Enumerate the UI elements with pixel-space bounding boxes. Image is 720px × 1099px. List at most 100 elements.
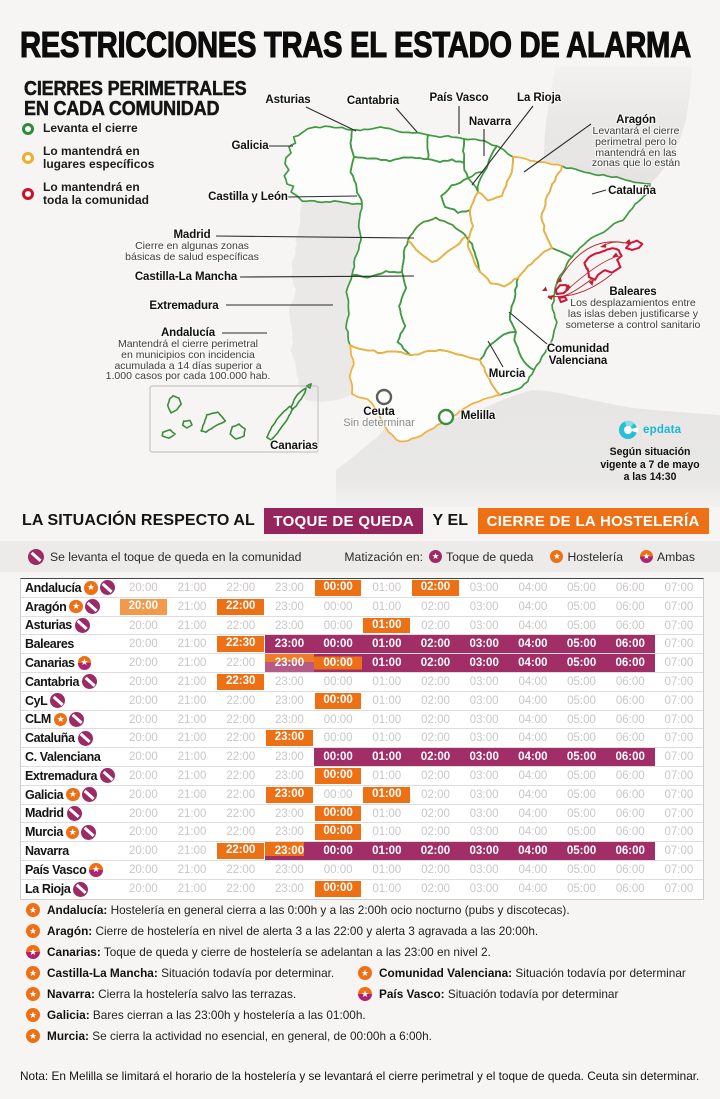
row-label: Andalucía ★ bbox=[21, 580, 119, 596]
time-cell-value: 07:00 bbox=[664, 638, 694, 651]
time-cell-value: 21:00 bbox=[177, 732, 207, 745]
region-aragon bbox=[466, 156, 563, 288]
time-cell-value: 23:00 bbox=[266, 730, 313, 747]
time-cell-value: 00:00 bbox=[323, 845, 353, 858]
community-name: Cantabria bbox=[25, 674, 80, 689]
time-cell: 02:00 bbox=[411, 729, 460, 747]
time-cell: 06:00 bbox=[606, 823, 655, 841]
time-cell: 22:30 bbox=[216, 673, 265, 691]
community-name: CLM bbox=[25, 712, 51, 727]
star-orange-icon: ★ bbox=[26, 966, 40, 980]
time-cell-value: 07:00 bbox=[664, 807, 694, 820]
map-label-name: Murcia bbox=[488, 368, 526, 380]
time-cell-value: 07:00 bbox=[664, 826, 694, 839]
community-name: Cataluña bbox=[25, 731, 75, 746]
map-label-line-15 bbox=[487, 340, 504, 368]
table-row-Canarias: Canarias ★ 20:00 21:00 22:00 23:00 00:00 01:00 0… bbox=[21, 654, 703, 673]
map-label-ceuta: Ceuta Sin determinar bbox=[343, 406, 415, 429]
footnote-row-5: ★ Navarra: Cierra la hostelería salvo las… bbox=[26, 987, 706, 1008]
map-legend-label: Lo mantendrá en toda la comunidad bbox=[43, 179, 150, 207]
time-cell-value: 05:00 bbox=[567, 769, 596, 782]
time-cell-value: 05:00 bbox=[566, 845, 597, 858]
star-both-icon: ★ bbox=[89, 863, 103, 877]
time-cell-value: 22:00 bbox=[226, 694, 256, 707]
time-cell-value: 06:00 bbox=[615, 826, 645, 839]
time-cell-value: 03:00 bbox=[469, 826, 499, 839]
time-cell: 06:00 bbox=[606, 767, 655, 785]
region-extremadura bbox=[345, 270, 411, 356]
time-cell: 01:00 bbox=[362, 673, 411, 691]
time-cell-value: 00:00 bbox=[323, 638, 353, 651]
banner-mid: Y EL bbox=[432, 512, 469, 529]
community-name: Navarra bbox=[25, 844, 69, 859]
time-cell: 04:00 bbox=[509, 767, 558, 785]
table-legend-item-label: Toque de queda bbox=[446, 549, 534, 564]
border-cyl-madrid bbox=[407, 216, 467, 241]
curfew-lifted-icon bbox=[82, 674, 98, 690]
time-cell-value: 23:00 bbox=[274, 657, 305, 670]
time-cell-value: 22:00 bbox=[226, 732, 256, 745]
epdata-donut-icon bbox=[618, 420, 638, 440]
footnote-row-4: ★ Castilla-La Mancha: Situación todavía p… bbox=[26, 966, 706, 987]
time-cell-value: 21:00 bbox=[177, 675, 207, 688]
time-cell: 04:00 bbox=[509, 673, 558, 691]
time-cell: 01:00 bbox=[362, 880, 411, 899]
time-cell-value: 02:00 bbox=[420, 751, 451, 764]
time-cell: 20:00 bbox=[119, 635, 168, 653]
time-cell-value: 02:00 bbox=[420, 657, 451, 670]
map-label-cvalenciana: Comunidad Valenciana bbox=[547, 343, 609, 367]
star-orange-icon: ★ bbox=[26, 987, 40, 1001]
time-cell: 01:00 bbox=[362, 654, 412, 672]
table-row-CLM: CLM ★ 20:00 21:00 22:00 23:00 00:00 01:00 02:00 0… bbox=[21, 711, 703, 730]
time-cell: 07:00 bbox=[655, 805, 704, 823]
table-row-Madrid: Madrid 20:00 21:00 22:00 23:00 00:00 01:00 02:0… bbox=[21, 805, 703, 824]
map-label-name: La Rioja bbox=[517, 92, 561, 104]
time-cell: 06:00 bbox=[606, 880, 655, 899]
time-cell: 02:00 bbox=[411, 673, 460, 691]
time-cell: 06:00 bbox=[606, 692, 655, 710]
map-label-line-14 bbox=[508, 311, 548, 345]
row-label: Murcia ★ bbox=[21, 824, 119, 840]
time-cell: 00:00 bbox=[314, 805, 363, 823]
time-cell-value: 21:00 bbox=[177, 713, 207, 726]
time-cell-value: 01:00 bbox=[372, 713, 402, 726]
time-cell: 05:00 bbox=[557, 635, 606, 654]
time-cell-value: 20:00 bbox=[128, 807, 158, 820]
la-graciosa-island bbox=[306, 383, 312, 389]
time-cell-value: 00:00 bbox=[314, 580, 362, 596]
time-cell-value: 06:00 bbox=[615, 769, 645, 782]
time-cell-value: 22:00 bbox=[226, 619, 256, 632]
legend-ring-open-icon bbox=[22, 122, 34, 135]
la-palma-island bbox=[166, 394, 182, 414]
time-cell-value: 01:00 bbox=[372, 600, 402, 613]
table-row-Aragón: Aragón ★ 20:00 21:00 22:00 23:00 00:00 01:00 02:… bbox=[21, 598, 703, 617]
time-cell: 05:00 bbox=[557, 711, 606, 729]
time-cell-value: 02:00 bbox=[421, 807, 450, 820]
time-cell: 00:00 bbox=[314, 617, 363, 635]
time-cell-value: 21:00 bbox=[177, 882, 207, 895]
time-cell: 22:00 bbox=[216, 729, 265, 747]
time-cell: 03:00 bbox=[460, 711, 509, 729]
baleares-arrows bbox=[547, 241, 631, 298]
footnote-row-6: ★ Galicia: Bares cierran a las 23:00h y h… bbox=[26, 1008, 706, 1029]
time-cell-value: 07:00 bbox=[664, 882, 694, 895]
row-label: CyL bbox=[21, 693, 119, 709]
lanzarote-island bbox=[290, 387, 307, 411]
time-cell-value: 00:00 bbox=[323, 788, 353, 801]
time-cell-value: 22:30 bbox=[217, 636, 265, 653]
africa-silhouette bbox=[336, 390, 720, 507]
time-cell-value: 21:00 bbox=[177, 769, 207, 782]
star-orange-icon: ★ bbox=[84, 581, 98, 595]
curfew-lifted-icon bbox=[99, 580, 115, 596]
time-cell-value: 04:00 bbox=[518, 751, 548, 764]
map-label-name: Castilla-La Mancha bbox=[134, 271, 238, 283]
time-cell-value: 21:00 bbox=[177, 845, 207, 858]
table-legend-item-3: ★ Ambas bbox=[639, 550, 695, 564]
time-cell: 00:00 bbox=[314, 692, 363, 710]
time-cell-value: 02:00 bbox=[421, 826, 450, 839]
time-cell: 21:00 bbox=[168, 711, 217, 729]
time-cell: 22:00 bbox=[216, 880, 265, 899]
time-cell: 06:00 bbox=[606, 617, 655, 635]
row-label: Galicia ★ bbox=[21, 787, 119, 803]
map-label-paisvasco: País Vasco bbox=[429, 92, 488, 104]
